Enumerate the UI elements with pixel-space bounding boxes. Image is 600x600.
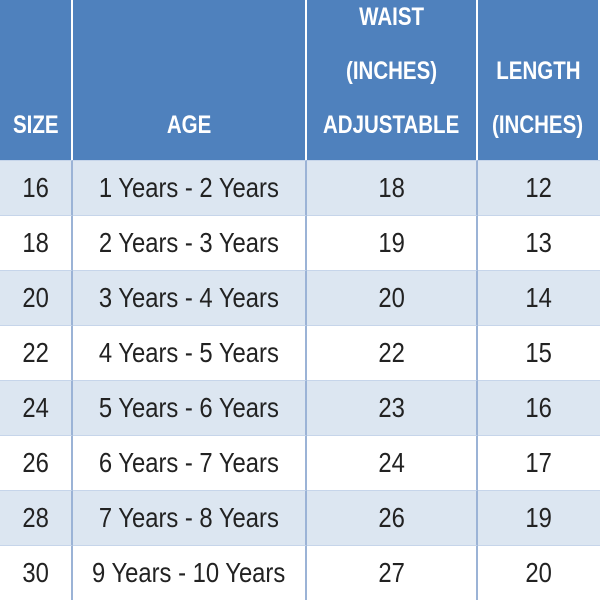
table-cell: 24	[0, 380, 73, 435]
header-cell: AGE	[73, 0, 307, 160]
table-cell: 13	[478, 215, 600, 270]
cell-text: 16	[22, 172, 49, 203]
cell-text: 16	[525, 392, 553, 423]
cell-text: 1 Years - 2 Years	[99, 172, 279, 203]
table-cell: 28	[0, 490, 73, 545]
cell-text: 28	[22, 502, 49, 533]
table-cell: 6 Years - 7 Years	[73, 435, 307, 490]
header-cell: WAIST (INCHES) ADJUSTABLE	[307, 0, 478, 160]
table-cell: 20	[307, 270, 478, 325]
table-cell: 27	[307, 545, 478, 600]
cell-text: 9 Years - 10 Years	[92, 557, 286, 588]
table-cell: 4 Years - 5 Years	[73, 325, 307, 380]
table-cell: 9 Years - 10 Years	[73, 545, 307, 600]
cell-text: 22	[378, 337, 405, 368]
cell-text: 19	[378, 227, 405, 258]
cell-text: 20	[525, 557, 553, 588]
cell-text: 17	[525, 447, 553, 478]
table-cell: 16	[478, 380, 600, 435]
table-cell: 12	[478, 160, 600, 215]
table-cell: 3 Years - 4 Years	[73, 270, 307, 325]
table-cell: 26	[0, 435, 73, 490]
table-cell: 18	[307, 160, 478, 215]
header-cell: SIZE	[0, 0, 73, 160]
cell-text: 4 Years - 5 Years	[99, 337, 279, 368]
table-cell: 17	[478, 435, 600, 490]
header-text: ADJUSTABLE	[323, 111, 460, 139]
cell-text: 22	[22, 337, 49, 368]
table-cell: 20	[478, 545, 600, 600]
table-cell: 24	[307, 435, 478, 490]
cell-text: 6 Years - 7 Years	[99, 447, 279, 478]
table-cell: 20	[0, 270, 73, 325]
table-cell: 19	[478, 490, 600, 545]
cell-text: 7 Years - 8 Years	[99, 502, 279, 533]
cell-text: 2 Years - 3 Years	[99, 227, 279, 258]
table-cell: 2 Years - 3 Years	[73, 215, 307, 270]
cell-text: 26	[378, 502, 405, 533]
table-cell: 23	[307, 380, 478, 435]
table-cell: 26	[307, 490, 478, 545]
table-cell: 19	[307, 215, 478, 270]
cell-text: 24	[22, 392, 49, 423]
table-cell: 5 Years - 6 Years	[73, 380, 307, 435]
header-text: WAIST	[359, 3, 424, 31]
cell-text: 15	[525, 337, 553, 368]
cell-text: 3 Years - 4 Years	[99, 282, 279, 313]
table-cell: 22	[307, 325, 478, 380]
cell-text: 27	[378, 557, 405, 588]
table-cell: 15	[478, 325, 600, 380]
header-cell: LENGTH (INCHES)	[478, 0, 600, 160]
table-cell: 7 Years - 8 Years	[73, 490, 307, 545]
cell-text: 20	[378, 282, 405, 313]
cell-text: 18	[22, 227, 49, 258]
header-text: (INCHES)	[492, 111, 584, 139]
cell-text: 12	[525, 172, 553, 203]
header-text: LENGTH	[495, 57, 581, 85]
cell-text: 26	[22, 447, 49, 478]
table-cell: 16	[0, 160, 73, 215]
cell-text: 20	[22, 282, 49, 313]
cell-text: 13	[525, 227, 553, 258]
table-cell: 14	[478, 270, 600, 325]
table-cell: 1 Years - 2 Years	[73, 160, 307, 215]
table-cell: 30	[0, 545, 73, 600]
table-cell: 22	[0, 325, 73, 380]
header-text: SIZE	[12, 111, 59, 139]
header-text: (INCHES)	[345, 57, 438, 85]
table-cell: 18	[0, 215, 73, 270]
cell-text: 18	[378, 172, 405, 203]
cell-text: 24	[378, 447, 405, 478]
cell-text: 30	[22, 557, 49, 588]
cell-text: 14	[525, 282, 553, 313]
cell-text: 23	[378, 392, 405, 423]
header-text: AGE	[166, 111, 212, 139]
cell-text: 5 Years - 6 Years	[99, 392, 279, 423]
cell-text: 19	[525, 502, 553, 533]
